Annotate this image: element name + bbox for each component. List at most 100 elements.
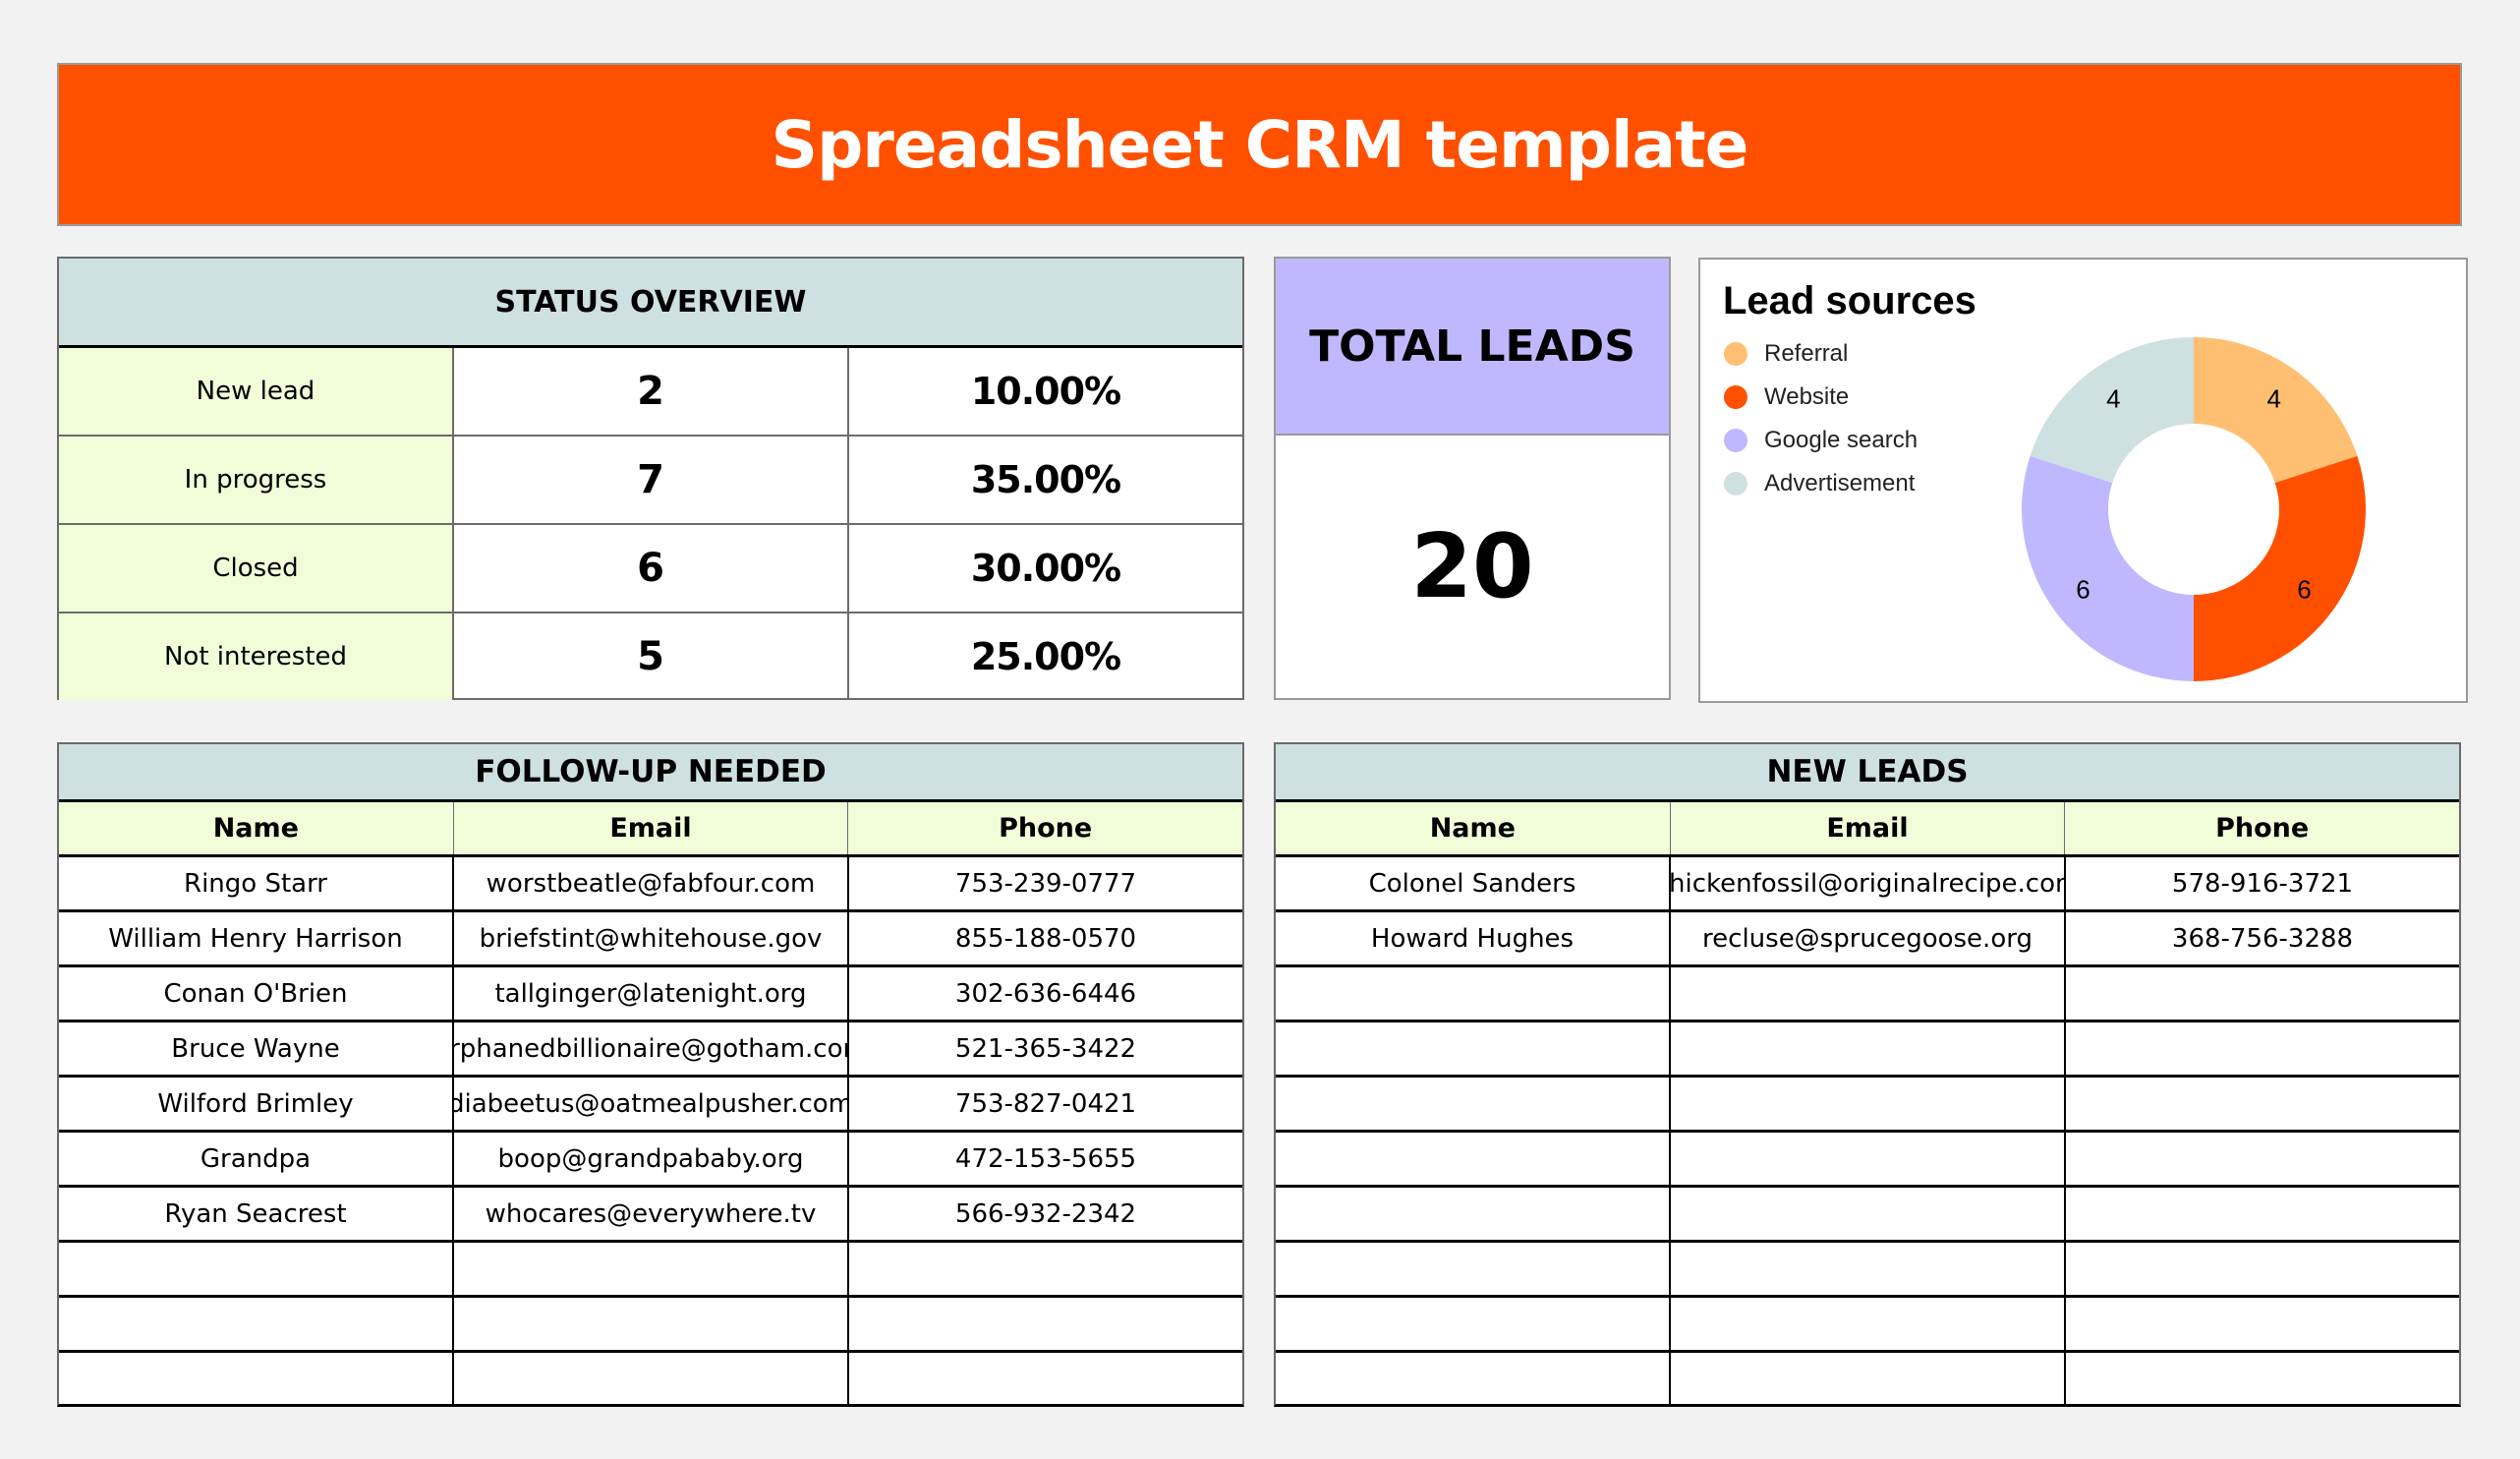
cell-email[interactable]: [454, 1353, 849, 1406]
cell-phone[interactable]: [2066, 1188, 2459, 1240]
cell-phone[interactable]: 753-827-0421: [954, 1088, 1137, 1119]
cell-name[interactable]: [59, 1353, 454, 1406]
column-header-name[interactable]: Name: [59, 802, 454, 854]
donut-slice-referral[interactable]: [2194, 337, 2358, 484]
cell-email[interactable]: [1671, 1078, 2066, 1130]
status-percent-cell[interactable]: 30.00%: [970, 547, 1121, 590]
cell-name[interactable]: [1276, 1298, 1671, 1350]
cell-email[interactable]: briefstint@whitehouse.gov: [454, 912, 849, 964]
status-overview-title[interactable]: STATUS OVERVIEW: [59, 259, 1242, 348]
cell-name[interactable]: Bruce Wayne: [59, 1022, 454, 1075]
column-header-row: Name Email Phone: [1276, 802, 2459, 857]
follow-up-table: FOLLOW-UP NEEDED Name Email Phone Ringo …: [57, 742, 1244, 1407]
cell-phone[interactable]: [2066, 1353, 2459, 1406]
cell-phone[interactable]: 753-239-0777: [954, 868, 1137, 899]
cell-phone[interactable]: 368-756-3288: [2171, 923, 2354, 954]
donut-slice-website[interactable]: [2194, 455, 2366, 681]
cell-phone[interactable]: 302-636-6446: [954, 978, 1137, 1009]
new-leads-title[interactable]: NEW LEADS: [1276, 744, 2459, 802]
legend-dot-icon: [1724, 429, 1747, 452]
cell-phone[interactable]: [2066, 1298, 2459, 1350]
cell-email[interactable]: diabeetus@oatmealpusher.com: [454, 1078, 849, 1130]
cell-name[interactable]: [1276, 1353, 1671, 1406]
cell-phone[interactable]: [849, 1298, 1242, 1350]
cell-email[interactable]: [454, 1298, 849, 1350]
cell-email[interactable]: chickenfossil@originalrecipe.com: [1671, 857, 2066, 909]
column-header-email[interactable]: Email: [1671, 802, 2066, 854]
status-row: Not interested 5 25.00%: [59, 613, 1242, 700]
status-label-cell[interactable]: Not interested: [59, 613, 454, 700]
status-label-cell[interactable]: New lead: [59, 348, 454, 435]
donut-slice-advertisement[interactable]: [2030, 337, 2194, 484]
cell-name[interactable]: [1276, 1078, 1671, 1130]
cell-phone[interactable]: 472-153-5655: [954, 1143, 1137, 1174]
cell-email[interactable]: [1671, 1353, 2066, 1406]
table-row: William Henry Harrison briefstint@whiteho…: [59, 912, 1242, 967]
cell-name[interactable]: [59, 1243, 454, 1295]
cell-name[interactable]: [1276, 967, 1671, 1020]
status-label-cell[interactable]: In progress: [59, 437, 454, 523]
status-percent-cell[interactable]: 25.00%: [970, 635, 1121, 678]
cell-name[interactable]: William Henry Harrison: [59, 912, 454, 964]
donut-slice-google-search[interactable]: [2022, 455, 2194, 681]
status-count-cell[interactable]: 5: [454, 613, 849, 700]
column-header-name[interactable]: Name: [1276, 802, 1671, 854]
cell-name[interactable]: Conan O'Brien: [59, 967, 454, 1020]
cell-phone[interactable]: [2066, 1133, 2459, 1185]
cell-phone[interactable]: [2066, 1243, 2459, 1295]
cell-phone[interactable]: 855-188-0570: [954, 923, 1137, 954]
cell-name[interactable]: Howard Hughes: [1276, 912, 1671, 964]
cell-phone[interactable]: 566-932-2342: [954, 1198, 1137, 1229]
cell-name[interactable]: Ringo Starr: [59, 857, 454, 909]
table-row: Ryan Seacrest whocares@everywhere.tv 566-9…: [59, 1188, 1242, 1243]
lead-sources-chart[interactable]: 4 6 6 4 Lead sources Referral Website Googl…: [1698, 258, 2468, 703]
cell-name[interactable]: [1276, 1133, 1671, 1185]
cell-phone[interactable]: [849, 1243, 1242, 1295]
cell-email[interactable]: whocares@everywhere.tv: [454, 1188, 849, 1240]
follow-up-title[interactable]: FOLLOW-UP NEEDED: [59, 744, 1242, 802]
legend-item: Advertisement: [1724, 462, 1918, 505]
cell-name[interactable]: Wilford Brimley: [59, 1078, 454, 1130]
cell-name[interactable]: Colonel Sanders: [1276, 857, 1671, 909]
status-percent-cell[interactable]: 35.00%: [970, 458, 1121, 501]
total-leads-value[interactable]: 20: [1410, 515, 1534, 618]
status-count-cell[interactable]: 7: [454, 437, 849, 523]
cell-phone[interactable]: 521-365-3422: [954, 1033, 1137, 1064]
column-header-phone[interactable]: Phone: [2215, 813, 2310, 844]
cell-email[interactable]: tallginger@latenight.org: [454, 967, 849, 1020]
cell-email[interactable]: [1671, 1188, 2066, 1240]
status-percent-cell[interactable]: 10.00%: [970, 370, 1121, 413]
cell-email[interactable]: [1671, 1022, 2066, 1075]
cell-email[interactable]: [454, 1243, 849, 1295]
status-count-cell[interactable]: 6: [454, 525, 849, 612]
cell-name[interactable]: [1276, 1243, 1671, 1295]
cell-phone[interactable]: [2066, 1022, 2459, 1075]
cell-phone[interactable]: [849, 1353, 1242, 1406]
table-row: [1276, 1188, 2459, 1243]
cell-email[interactable]: recluse@sprucegoose.org: [1671, 912, 2066, 964]
status-count-cell[interactable]: 2: [454, 348, 849, 435]
legend-label: Referral: [1764, 340, 1849, 367]
table-row: Bruce Wayne orphanedbillionaire@gotham.co…: [59, 1022, 1242, 1078]
cell-email[interactable]: orphanedbillionaire@gotham.com: [454, 1022, 849, 1075]
column-header-phone[interactable]: Phone: [999, 813, 1093, 844]
cell-email[interactable]: [1671, 1298, 2066, 1350]
cell-name[interactable]: Ryan Seacrest: [59, 1188, 454, 1240]
cell-email[interactable]: boop@grandpababy.org: [454, 1133, 849, 1185]
status-label-cell[interactable]: Closed: [59, 525, 454, 612]
cell-email[interactable]: [1671, 1243, 2066, 1295]
status-row: In progress 7 35.00%: [59, 437, 1242, 525]
cell-name[interactable]: [59, 1298, 454, 1350]
cell-email[interactable]: [1671, 967, 2066, 1020]
total-leads-label[interactable]: TOTAL LEADS: [1276, 259, 1669, 436]
cell-email[interactable]: worstbeatle@fabfour.com: [454, 857, 849, 909]
cell-name[interactable]: Grandpa: [59, 1133, 454, 1185]
table-row: [1276, 1078, 2459, 1133]
cell-email[interactable]: [1671, 1133, 2066, 1185]
cell-phone[interactable]: [2066, 967, 2459, 1020]
cell-name[interactable]: [1276, 1188, 1671, 1240]
column-header-email[interactable]: Email: [454, 802, 849, 854]
cell-phone[interactable]: 578-916-3721: [2171, 868, 2354, 899]
cell-name[interactable]: [1276, 1022, 1671, 1075]
cell-phone[interactable]: [2066, 1078, 2459, 1130]
